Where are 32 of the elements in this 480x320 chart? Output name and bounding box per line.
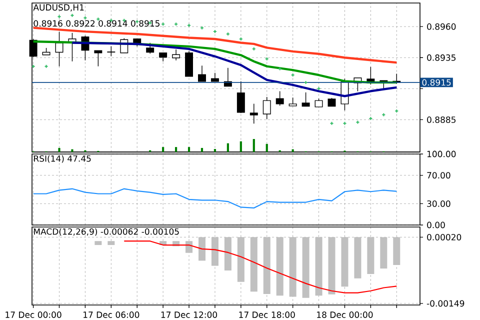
bar <box>188 147 190 152</box>
bar <box>200 148 204 152</box>
chart-title: MACD(12,26,9) -0.00062 -0.00105 <box>34 228 179 236</box>
x-tick-label: 18 Dec 00:00 <box>317 312 373 318</box>
y-tick-label: 70.00 <box>427 172 450 179</box>
y-tick-label: 0.00 <box>427 222 445 228</box>
bar <box>162 147 164 152</box>
x-tick-label: 17 Dec 06:00 <box>84 312 140 318</box>
bar <box>71 149 74 152</box>
text: 0.8916 0.8922 0.8914 0.8915 <box>34 20 160 27</box>
bar <box>240 141 242 152</box>
x-tick-label: 17 Dec 18:00 <box>239 312 295 318</box>
chart-title: RSI(14) 47.45 <box>34 155 91 163</box>
y-tick-label: 30.00 <box>427 200 450 207</box>
x-tick-label: 17 Dec 00:00 <box>6 312 62 318</box>
bar <box>58 148 60 152</box>
candlestick <box>236 80 245 113</box>
y-tick-label: 100.00 <box>427 150 456 158</box>
bar <box>266 144 268 152</box>
ref-line-label: 0.8915 <box>422 79 451 86</box>
y-tick-label: -0.00149 <box>426 300 464 307</box>
bar <box>252 138 255 152</box>
y-tick-label: 0.8885 <box>427 116 456 123</box>
y-tick-label: 0.8935 <box>427 54 456 61</box>
y-tick-label: 0.8960 <box>427 23 456 30</box>
y-tick-label: 0.00020 <box>427 234 462 240</box>
bar <box>175 147 178 152</box>
bar <box>226 143 229 152</box>
chart-title: AUDUSD,H1 <box>33 4 84 12</box>
bar <box>214 148 216 152</box>
x-tick-label: 17 Dec 12:00 <box>161 312 218 318</box>
candlestick <box>172 49 180 61</box>
